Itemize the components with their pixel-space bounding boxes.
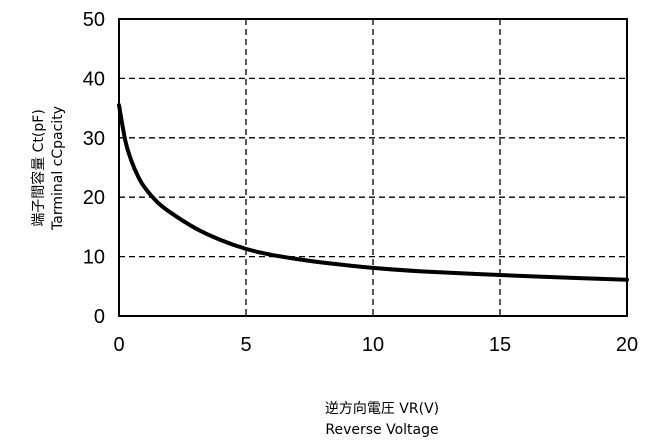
x-tick-label: 20 [616,334,638,356]
x-axis-label-en: Reverse Voltage [325,422,438,438]
y-tick-label: 40 [83,68,105,90]
grid-lines [119,19,627,316]
y-tick-label: 50 [83,9,105,31]
x-tick-labels: 0 5 10 15 20 [113,334,638,356]
plot-frame [118,18,628,317]
y-tick-label: 20 [83,187,105,209]
x-tick-label: 10 [362,334,384,356]
x-tick-label: 15 [489,334,511,356]
series-group [117,103,629,282]
x-axis-label-jp: 逆方向電圧 VR(V) [325,401,439,417]
y-axis-label-en: Tarminal cCpacity [50,106,66,231]
y-tick-label: 0 [94,306,105,328]
y-tick-labels: 0 10 20 30 40 50 [83,9,105,328]
x-tick-label: 5 [240,334,251,356]
y-axis-label-jp: 端子間容量 Ct(pF) [30,109,47,227]
y-tick-label: 30 [83,128,105,150]
y-tick-label: 10 [83,247,105,269]
x-tick-label: 0 [113,334,124,356]
series-line [117,103,629,282]
